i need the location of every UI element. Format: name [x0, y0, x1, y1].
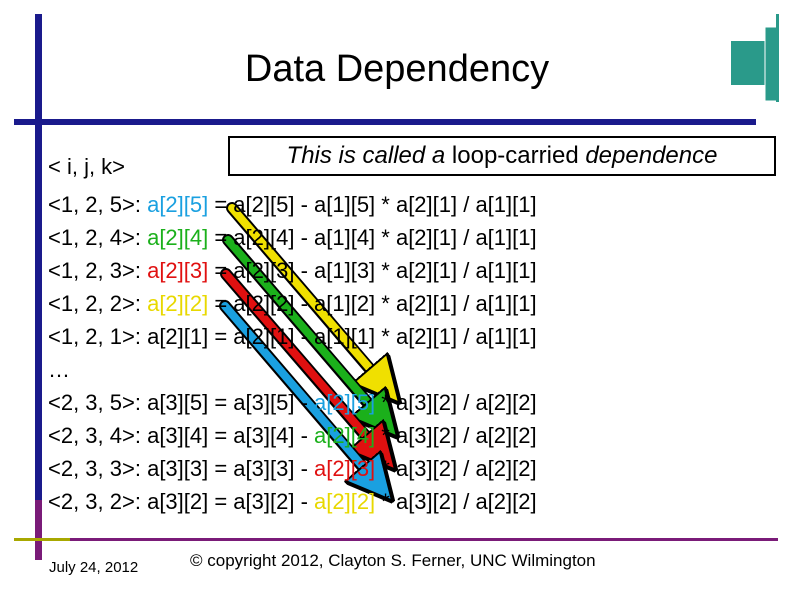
footer-date: July 24, 2012 — [49, 559, 139, 576]
row-expr: = a[2][5] - a[1][5] * a[2][1] / a[1][1] — [208, 192, 537, 217]
row-target: a[2][3] — [147, 258, 209, 283]
index-header: < i, j, k> — [48, 154, 126, 179]
footer-rule — [36, 538, 778, 541]
row-source: a[2][2] — [314, 489, 376, 514]
row-1-2-2: <1, 2, 2>: a[2][2] = a[2][2] - a[1][2] *… — [48, 291, 537, 317]
loop-carried-callout: This is called a loop-carried dependence — [228, 136, 776, 176]
row-target: a[2][4] — [147, 225, 209, 250]
row-lhs: a[3][5] = a[3][5] - — [147, 390, 315, 415]
row-label: <1, 2, 4>: — [48, 225, 148, 250]
row-expr: = a[2][2] - a[1][2] * a[2][1] / a[1][1] — [208, 291, 537, 316]
ellipsis: … — [48, 357, 70, 382]
row-lhs: a[3][4] = a[3][4] - — [147, 423, 315, 448]
row-rest: * a[3][2] / a[2][2] — [375, 423, 537, 448]
row-label: <2, 3, 4>: — [48, 423, 148, 448]
row-lhs: a[3][3] = a[3][3] - — [147, 456, 315, 481]
footer-copyright: © copyright 2012, Clayton S. Ferner, UNC… — [190, 551, 596, 570]
yellow-arrow — [228, 204, 390, 392]
row-expr: = a[2][1] - a[1][1] * a[2][1] / a[1][1] — [208, 324, 537, 349]
row-target: a[2][1] — [147, 324, 209, 349]
row-expr: = a[2][3] - a[1][3] * a[2][1] / a[1][1] — [208, 258, 537, 283]
row-expr: = a[2][4] - a[1][4] * a[2][1] / a[1][1] — [208, 225, 537, 250]
row-1-2-4: <1, 2, 4>: a[2][4] = a[2][4] - a[1][4] *… — [48, 225, 537, 251]
row-label: <2, 3, 2>: — [48, 489, 148, 514]
row-1-2-3: <1, 2, 3>: a[2][3] = a[2][3] - a[1][3] *… — [48, 258, 537, 284]
footer-left-marker — [35, 500, 42, 560]
slide-title: Data Dependency — [244, 48, 550, 90]
row-source: a[2][4] — [314, 423, 376, 448]
row-rest: * a[3][2] / a[2][2] — [375, 489, 537, 514]
callout-text-3: dependence — [585, 142, 718, 169]
callout-text-1: This is called a — [286, 142, 446, 169]
row-2-3-4: <2, 3, 4>: a[3][4] = a[3][4] - a[2][4] *… — [48, 423, 537, 449]
dependence-arrows — [219, 202, 393, 494]
red-arrow — [222, 270, 386, 459]
row-source: a[2][3] — [314, 456, 376, 481]
green-arrow — [224, 236, 388, 426]
cyan-arrow — [221, 302, 383, 490]
row-1-2-1: <1, 2, 1>: a[2][1] = a[2][1] - a[1][1] *… — [48, 324, 537, 350]
title-rule — [14, 119, 756, 125]
row-label: <1, 2, 5>: — [48, 192, 148, 217]
right-teal-line — [776, 14, 779, 102]
row-1-2-5: <1, 2, 5>: a[2][5] = a[2][5] - a[1][5] *… — [48, 192, 537, 218]
callout-text-2: loop-carried — [445, 142, 586, 169]
row-2-3-2: <2, 3, 2>: a[3][2] = a[3][2] - a[2][2] *… — [48, 489, 537, 515]
row-lhs: a[3][2] = a[3][2] - — [147, 489, 315, 514]
row-source: a[2][5] — [314, 390, 376, 415]
left-navy-bar — [35, 14, 42, 530]
row-label: <2, 3, 5>: — [48, 390, 148, 415]
row-target: a[2][5] — [147, 192, 209, 217]
row-2-3-5: <2, 3, 5>: a[3][5] = a[3][5] - a[2][5] *… — [48, 390, 537, 416]
row-rest: * a[3][2] / a[2][2] — [375, 390, 537, 415]
row-2-3-3: <2, 3, 3>: a[3][3] = a[3][3] - a[2][3] *… — [48, 456, 537, 482]
row-label: <1, 2, 3>: — [48, 258, 148, 283]
row-label: <1, 2, 1>: — [48, 324, 148, 349]
footer-olive-line — [14, 538, 70, 541]
row-label: <2, 3, 3>: — [48, 456, 148, 481]
row-label: <1, 2, 2>: — [48, 291, 148, 316]
row-rest: * a[3][2] / a[2][2] — [375, 456, 537, 481]
row-target: a[2][2] — [147, 291, 209, 316]
